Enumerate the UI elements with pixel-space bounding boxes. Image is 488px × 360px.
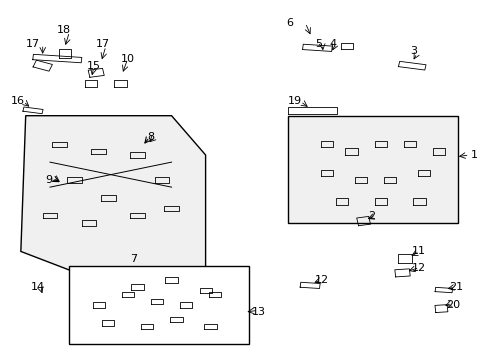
Text: 12: 12 <box>411 262 426 273</box>
Polygon shape <box>21 116 205 294</box>
Text: 1: 1 <box>469 150 477 160</box>
Text: 7: 7 <box>130 253 137 264</box>
Text: 5: 5 <box>314 39 321 49</box>
Text: 15: 15 <box>86 61 100 71</box>
Text: 17: 17 <box>26 39 40 49</box>
Text: 10: 10 <box>120 54 134 64</box>
Text: 4: 4 <box>329 39 336 49</box>
Text: 6: 6 <box>285 18 292 28</box>
Text: 18: 18 <box>57 25 71 35</box>
Text: 12: 12 <box>314 275 328 285</box>
Text: 16: 16 <box>11 96 25 107</box>
Text: 3: 3 <box>409 46 416 57</box>
Text: 14: 14 <box>30 282 44 292</box>
Text: 8: 8 <box>147 132 154 142</box>
Bar <box>69 266 249 344</box>
Text: 9: 9 <box>45 175 52 185</box>
Text: 17: 17 <box>96 39 110 49</box>
Text: 19: 19 <box>287 96 302 107</box>
Bar <box>287 116 458 223</box>
Text: 13: 13 <box>251 307 265 317</box>
Text: 11: 11 <box>411 247 426 256</box>
Text: 20: 20 <box>446 300 460 310</box>
Text: 21: 21 <box>448 282 462 292</box>
Text: 2: 2 <box>368 211 375 221</box>
